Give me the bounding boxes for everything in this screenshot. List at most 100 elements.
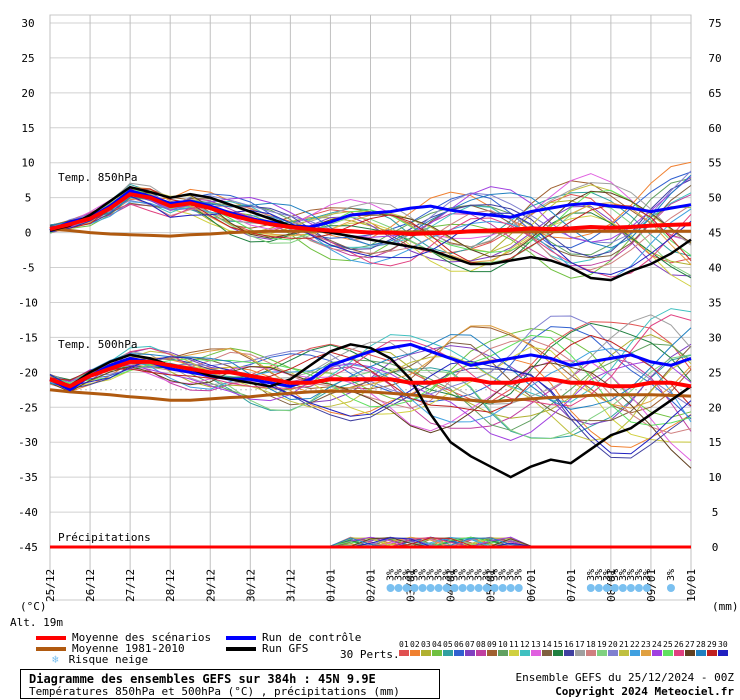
- snow-risk-dot: [666, 584, 675, 592]
- pert-swatch: [487, 650, 497, 656]
- snow-percent-label: 3%: [586, 569, 597, 581]
- left-tick-label: -40: [18, 506, 38, 519]
- legend-mean-swatch: [36, 635, 66, 640]
- snow-percent-label: 3%: [402, 569, 413, 581]
- title-box: Diagramme des ensembles GEFS sur 384h : …: [20, 669, 440, 699]
- snow-percent-label: 3%: [394, 569, 405, 581]
- pert-number: 25: [663, 640, 673, 649]
- legend-snow-label: Risque neige: [68, 653, 149, 666]
- right-tick-label: 30: [708, 331, 721, 344]
- pert-swatch: [498, 650, 508, 656]
- mean-line-t500: [49, 359, 692, 389]
- right-tick-label: 15: [708, 436, 721, 449]
- pert-swatch: [465, 650, 475, 656]
- right-tick-label: 20: [708, 401, 721, 414]
- gfs-line-t850: [49, 185, 692, 282]
- snow-percent-label: 3%: [410, 569, 421, 581]
- pert-line-t500: [49, 362, 692, 469]
- right-tick-label: 5: [712, 506, 719, 519]
- pert-line-t850: [49, 203, 692, 278]
- pert-number: 04: [432, 640, 442, 649]
- snow-risk-dot: [458, 584, 467, 592]
- left-tick-label: -10: [18, 296, 38, 309]
- x-tick-label: 31/12: [284, 569, 297, 602]
- pert-number: 10: [498, 640, 508, 649]
- pert-line-t850: [49, 193, 692, 277]
- snow-percent-label: 3%: [602, 569, 613, 581]
- snow-risk-dot: [426, 584, 435, 592]
- legend-gfs-label: Run GFS: [262, 642, 309, 655]
- pert-line-t500: [49, 325, 692, 409]
- label-t500: Temp. 500hPa: [58, 338, 137, 351]
- chart-title: Diagramme des ensembles GEFS sur 384h : …: [29, 672, 376, 686]
- pert-swatch: [443, 650, 453, 656]
- right-unit: (mm): [712, 600, 739, 613]
- main-lines: [49, 185, 692, 549]
- pert-number: 13: [531, 640, 541, 649]
- legend: Moyenne des scénarios Moyenne 1981-2010 …: [0, 628, 740, 700]
- legend-control: Run de contrôle: [226, 631, 361, 644]
- snow-risk-dot: [410, 584, 419, 592]
- snow-risk-dot: [618, 584, 627, 592]
- pert-number: 16: [564, 640, 574, 649]
- snow-risk-dot: [626, 584, 635, 592]
- snow-percent-label: 3%: [610, 569, 621, 581]
- pert-number: 05: [443, 640, 453, 649]
- pert-number: 14: [542, 640, 552, 649]
- pert-line-t500: [49, 334, 692, 413]
- snow-risk-dot: [602, 584, 611, 592]
- pert-swatch: [597, 650, 607, 656]
- legend-mean-label: Moyenne des scénarios: [72, 631, 212, 644]
- legend-clim-swatch: [36, 646, 66, 651]
- snow-risk-dot: [386, 584, 395, 592]
- pert-number: 30: [718, 640, 728, 649]
- left-tick-label: 25: [21, 52, 34, 65]
- left-tick-label: -15: [18, 331, 38, 344]
- pert-number: 29: [707, 640, 717, 649]
- pert-swatch: [410, 650, 420, 656]
- x-tick-label: 09/01: [645, 569, 658, 602]
- pert-swatch: [630, 650, 640, 656]
- right-tick-label: 60: [708, 122, 721, 135]
- snow-risk-dot: [506, 584, 515, 592]
- left-tick-label: -25: [18, 401, 38, 414]
- legend-control-swatch: [226, 635, 256, 640]
- pert-swatch: [685, 650, 695, 656]
- pert-line-t850: [49, 182, 692, 248]
- left-tick-label: 20: [21, 87, 34, 100]
- x-tick-label: 02/01: [365, 569, 378, 602]
- pert-line-t850: [49, 176, 692, 243]
- snow-risk-dot: [450, 584, 459, 592]
- pert-number: 24: [652, 640, 662, 649]
- left-tick-label: 0: [25, 227, 32, 240]
- pert-number: 28: [696, 640, 706, 649]
- snow-percent-label: 3%: [426, 569, 437, 581]
- legend-control-label: Run de contrôle: [262, 631, 362, 644]
- legend-gfs: Run GFS: [226, 642, 308, 655]
- pert-swatch: [674, 650, 684, 656]
- right-tick-label: 75: [708, 17, 721, 30]
- pert-line-t500: [49, 350, 692, 441]
- pert-swatch: [641, 650, 651, 656]
- snow-percent-label: 3%: [642, 569, 653, 581]
- copyright: Copyright 2024 Meteociel.fr: [555, 685, 734, 698]
- x-tick-label: 29/12: [204, 569, 217, 602]
- pert-line-t500: [49, 356, 692, 455]
- x-tick-label: 26/12: [84, 569, 97, 602]
- label-precip: Précipitations: [58, 531, 151, 544]
- snow-percent-label: 3%: [434, 569, 445, 581]
- snow-risk-dot: [442, 584, 451, 592]
- pert-swatch: [553, 650, 563, 656]
- left-tick-label: -45: [18, 541, 38, 554]
- snow-risk-dot: [610, 584, 619, 592]
- snow-risk-dot: [474, 584, 483, 592]
- pert-swatch: [476, 650, 486, 656]
- left-tick-label: 5: [25, 192, 32, 205]
- pert-swatch: [421, 650, 431, 656]
- snow-percent-label: 3%: [474, 569, 485, 581]
- left-tick-label: 30: [21, 17, 34, 30]
- left-tick-label: -5: [21, 262, 34, 275]
- snow-percent-label: 3%: [458, 569, 469, 581]
- pert-number: 09: [487, 640, 497, 649]
